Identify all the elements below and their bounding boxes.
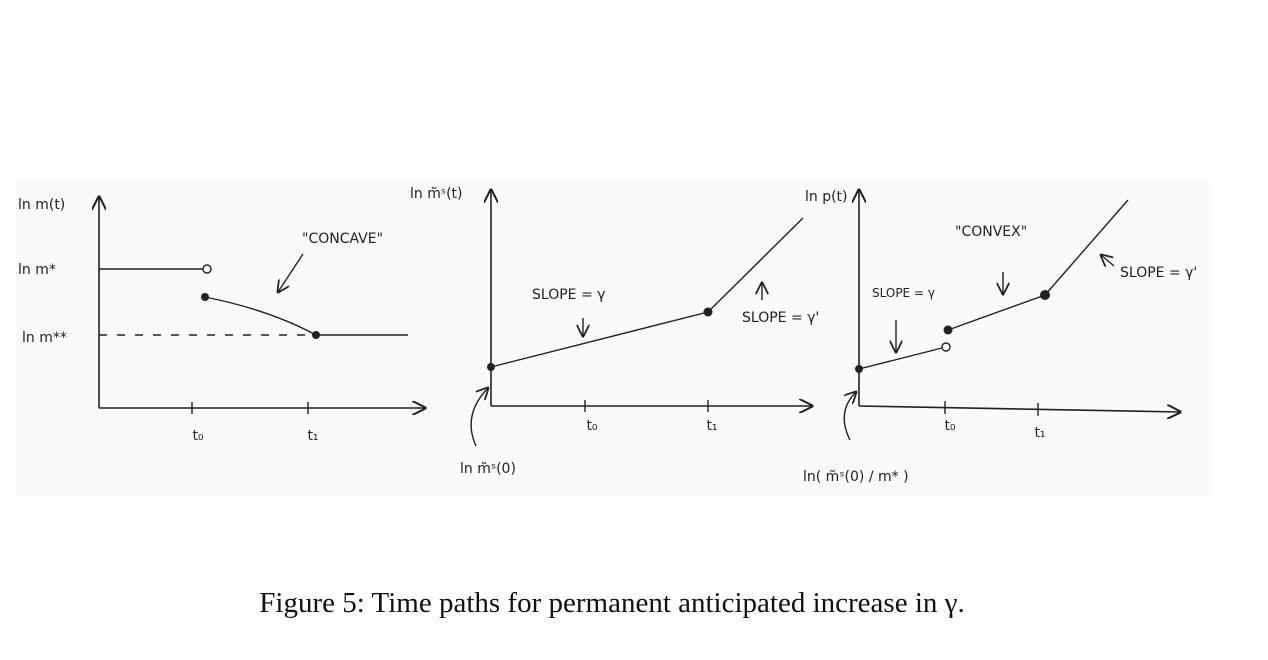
arrow: [278, 253, 304, 292]
note: SLOPE = γ: [532, 287, 605, 303]
point: [487, 363, 495, 371]
y-label: ln m(t): [18, 197, 65, 213]
tick-label: t₀: [944, 418, 955, 434]
x-axis: [858, 406, 1180, 412]
tick-label: t₀: [192, 428, 203, 444]
tick-label: t₁: [706, 418, 717, 434]
point: [855, 365, 863, 373]
y-label: ln p(t): [805, 189, 848, 205]
figure-background: [15, 180, 1211, 496]
tick-label: t₁: [307, 428, 318, 444]
point: [943, 325, 953, 335]
note: SLOPE = γ': [1120, 265, 1197, 281]
point: [312, 331, 320, 339]
open-point: [941, 342, 951, 352]
note: "CONVEX": [955, 224, 1027, 240]
y-label: ln m̃ˢ(t): [410, 186, 463, 202]
arrow: [470, 388, 488, 447]
panel-1: ln m(t) ln m* ln m** t₀ t₁ "CONCAVE": [18, 197, 425, 444]
open-point: [202, 264, 212, 274]
path-curve: [204, 296, 317, 336]
intercept-label: ln( m̃ˢ(0) / m* ): [803, 469, 909, 485]
panel-2: ln m̃ˢ(t) t₀ t₁ SLOPE = γ SLOPE = γ' ln …: [410, 186, 819, 477]
path-segment: [858, 347, 943, 370]
point: [1040, 290, 1050, 300]
tick-label: t₁: [1034, 425, 1045, 441]
point: [703, 307, 713, 317]
panel-3: ln p(t) t₀ t₁ "CONVEX" SLOPE = γ SLOPE =…: [803, 189, 1197, 485]
intercept-label: ln m̃ˢ(0): [460, 461, 516, 477]
arrow: [1101, 255, 1115, 266]
level-label: ln m*: [18, 262, 56, 278]
arrow: [844, 392, 856, 441]
level-label: ln m**: [22, 330, 67, 346]
note: SLOPE = γ': [742, 310, 819, 326]
tick-label: t₀: [586, 418, 597, 434]
note: "CONCAVE": [302, 231, 383, 247]
note: SLOPE = γ: [872, 286, 935, 300]
caption: Figure 5: Time paths for permanent antic…: [259, 587, 964, 619]
